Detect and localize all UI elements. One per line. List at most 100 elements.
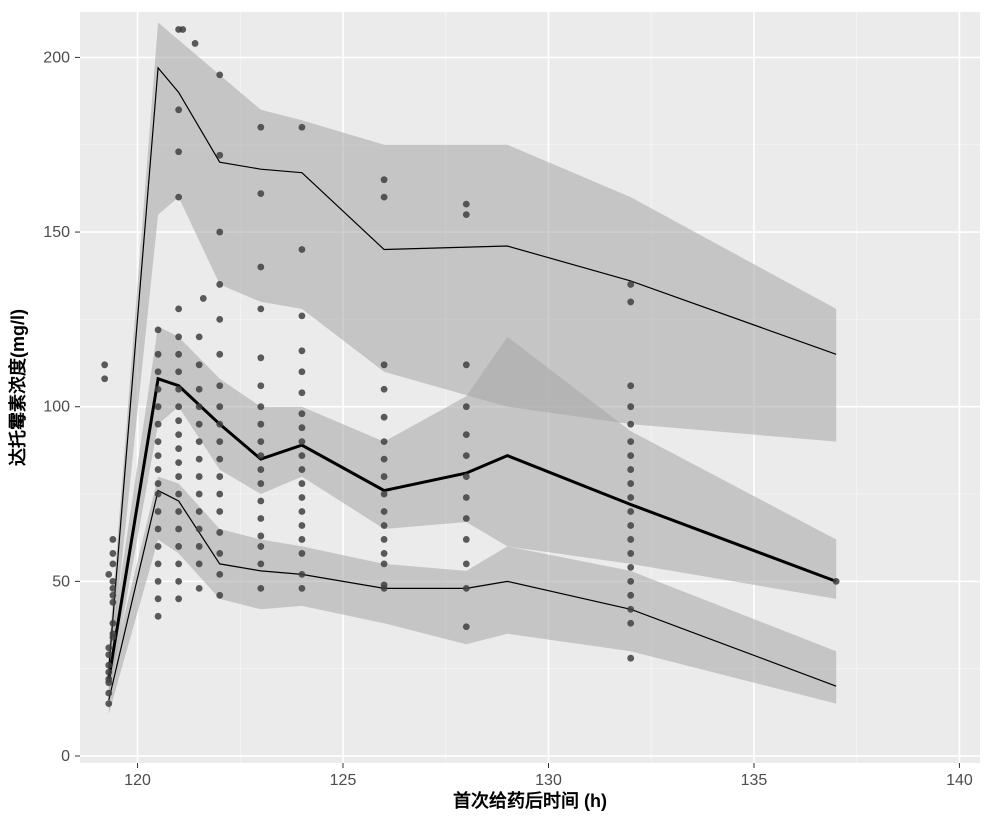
scatter-point	[175, 445, 182, 452]
scatter-point	[216, 592, 223, 599]
scatter-point	[196, 491, 203, 498]
scatter-point	[381, 491, 388, 498]
scatter-point	[257, 466, 264, 473]
scatter-point	[299, 424, 306, 431]
scatter-point	[463, 361, 470, 368]
xtick-label: 130	[535, 772, 562, 789]
scatter-point	[192, 40, 199, 47]
scatter-point	[155, 526, 162, 533]
scatter-point	[196, 403, 203, 410]
scatter-point	[381, 414, 388, 421]
scatter-point	[109, 550, 116, 557]
scatter-point	[196, 361, 203, 368]
scatter-point	[257, 560, 264, 567]
scatter-point	[627, 299, 634, 306]
scatter-point	[299, 522, 306, 529]
scatter-point	[381, 581, 388, 588]
scatter-point	[381, 361, 388, 368]
scatter-point	[216, 571, 223, 578]
scatter-point	[175, 578, 182, 585]
scatter-point	[105, 669, 112, 676]
scatter-point	[381, 550, 388, 557]
scatter-point	[627, 536, 634, 543]
scatter-point	[155, 578, 162, 585]
scatter-point	[299, 312, 306, 319]
scatter-point	[299, 452, 306, 459]
scatter-point	[299, 480, 306, 487]
scatter-point	[196, 526, 203, 533]
scatter-point	[299, 536, 306, 543]
scatter-point	[381, 522, 388, 529]
scatter-point	[381, 473, 388, 480]
scatter-point	[175, 473, 182, 480]
scatter-point	[216, 550, 223, 557]
scatter-point	[101, 361, 108, 368]
scatter-point	[175, 194, 182, 201]
scatter-point	[109, 620, 116, 627]
scatter-point	[257, 190, 264, 197]
scatter-point	[299, 389, 306, 396]
scatter-point	[627, 564, 634, 571]
scatter-point	[216, 438, 223, 445]
scatter-point	[381, 456, 388, 463]
scatter-point	[109, 560, 116, 567]
scatter-point	[627, 620, 634, 627]
scatter-point	[381, 508, 388, 515]
scatter-point	[196, 508, 203, 515]
scatter-point	[463, 494, 470, 501]
ytick-label: 100	[43, 399, 70, 416]
x-axis-title: 首次给药后时间 (h)	[453, 790, 607, 811]
scatter-point	[216, 456, 223, 463]
scatter-point	[627, 281, 634, 288]
ytick-label: 150	[43, 224, 70, 241]
scatter-point	[833, 578, 840, 585]
scatter-point	[216, 491, 223, 498]
scatter-point	[257, 264, 264, 271]
scatter-point	[257, 533, 264, 540]
scatter-point	[175, 459, 182, 466]
scatter-point	[463, 623, 470, 630]
scatter-point	[109, 578, 116, 585]
scatter-point	[381, 438, 388, 445]
scatter-point	[155, 613, 162, 620]
scatter-point	[257, 585, 264, 592]
scatter-point	[257, 306, 264, 313]
scatter-point	[627, 655, 634, 662]
ytick-label: 200	[43, 49, 70, 66]
scatter-point	[463, 201, 470, 208]
scatter-point	[175, 526, 182, 533]
scatter-point	[155, 421, 162, 428]
scatter-point	[299, 347, 306, 354]
scatter-point	[463, 403, 470, 410]
scatter-point	[257, 438, 264, 445]
scatter-point	[627, 480, 634, 487]
scatter-point	[175, 351, 182, 358]
scatter-point	[155, 351, 162, 358]
scatter-point	[196, 473, 203, 480]
scatter-point	[105, 662, 112, 669]
scatter-point	[216, 152, 223, 159]
scatter-point	[463, 431, 470, 438]
scatter-point	[257, 452, 264, 459]
scatter-point	[463, 452, 470, 459]
scatter-point	[299, 550, 306, 557]
chart-container: 120125130135140050100150200首次给药后时间 (h)达托…	[0, 0, 1000, 823]
scatter-point	[257, 498, 264, 505]
scatter-point	[109, 585, 116, 592]
scatter-point	[299, 466, 306, 473]
scatter-point	[463, 585, 470, 592]
scatter-point	[105, 700, 112, 707]
scatter-point	[175, 106, 182, 113]
scatter-point	[627, 421, 634, 428]
scatter-point	[216, 529, 223, 536]
scatter-point	[109, 592, 116, 599]
scatter-point	[257, 382, 264, 389]
scatter-point	[381, 386, 388, 393]
scatter-point	[155, 480, 162, 487]
scatter-point	[155, 491, 162, 498]
scatter-point	[196, 386, 203, 393]
scatter-point	[627, 438, 634, 445]
scatter-point	[175, 368, 182, 375]
scatter-point	[627, 578, 634, 585]
ytick-label: 0	[61, 748, 70, 765]
